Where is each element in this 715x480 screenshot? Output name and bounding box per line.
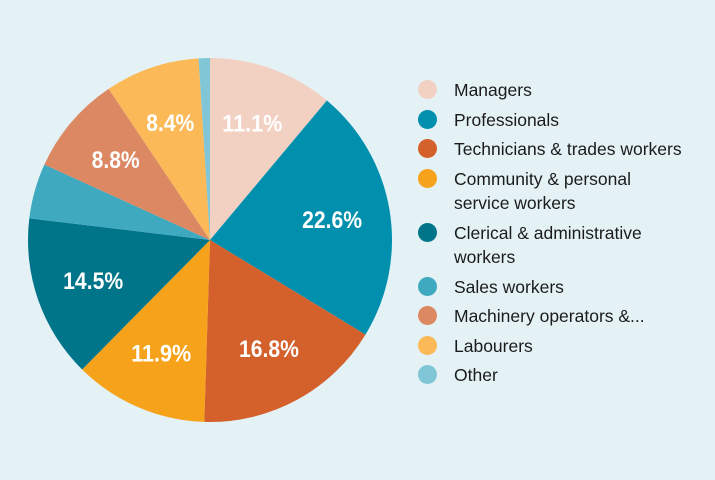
legend-dot-icon [418,276,437,296]
pie-slice-7 [108,58,210,241]
legend-dot-icon [418,139,437,158]
pie-slice-6 [44,88,210,240]
legend-dot-icon [418,109,437,129]
legend-label: Clerical & administrative workers [454,222,642,268]
legend-dot-icon [418,306,437,325]
slice-label-2: 16.8% [239,336,299,363]
pie-slice-1 [210,100,392,335]
pie-slice-0 [210,58,327,240]
pie-slice-3 [82,240,210,422]
pie-slice-2 [204,240,366,422]
legend-item[interactable]: Managers [418,78,708,103]
legend-dot-icon [418,168,437,188]
legend-item[interactable]: Professionals [418,108,708,133]
legend-label: Labourers [454,335,533,356]
legend-label: Technicians & trades workers [454,139,682,159]
legend-label: Managers [454,80,532,100]
legend-label: Professionals [454,109,560,130]
pie-slice-5 [29,164,211,240]
slice-label-1: 22.6% [302,207,362,234]
legend-dot-icon [418,222,437,242]
slice-label-0: 11.1% [222,111,282,138]
slice-label-4: 14.5% [63,268,123,295]
legend-label: Community & personal service workers [454,168,632,214]
legend-label: Machinery operators &... [454,306,645,326]
legend-item[interactable]: Technicians & trades workers [418,137,708,162]
slice-label-3: 11.9% [131,341,191,368]
pie-slice-4 [27,218,210,370]
legend-item[interactable]: Machinery operators &... [418,304,708,329]
legend-dot-icon [418,335,437,355]
legend-item[interactable]: Clerical & administrative workers [418,221,708,270]
legend-dot-icon [418,80,437,99]
legend-item[interactable]: Sales workers [418,275,708,300]
slice-label-6: 8.8% [92,147,140,174]
legend: Managers Professionals Technicians & trade… [418,78,708,393]
legend-item[interactable]: Other [418,363,708,388]
legend-dot-icon [418,365,437,384]
legend-label: Sales workers [454,276,564,297]
legend-item[interactable]: Community & personal service workers [418,167,708,216]
slice-label-7: 8.4% [146,110,194,137]
pie-slice-8 [198,58,210,240]
legend-label: Other [454,365,498,385]
legend-item[interactable]: Labourers [418,334,708,359]
